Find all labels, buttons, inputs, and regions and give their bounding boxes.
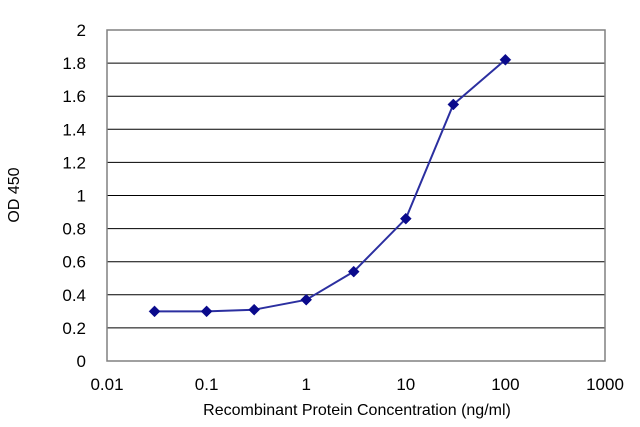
x-tick-label-3: 10	[396, 375, 415, 394]
x-tick-label-4: 100	[491, 375, 519, 394]
x-tick-label-5: 1000	[586, 375, 624, 394]
data-point-7	[499, 53, 512, 66]
series-line-0	[154, 59, 507, 313]
y-tick-label-8: 1.6	[62, 87, 86, 106]
y-tick-label-3: 0.6	[62, 253, 86, 272]
x-tick-label-0: 0.01	[90, 375, 123, 394]
x-tick-label-2: 1	[301, 375, 310, 394]
data-point-5	[399, 212, 412, 225]
data-point-1	[200, 305, 213, 318]
data-point-0	[148, 305, 161, 318]
data-point-2	[248, 303, 260, 316]
y-tick-label-10: 2	[77, 21, 86, 40]
y-tick-label-2: 0.4	[62, 286, 86, 305]
y-tick-label-4: 0.8	[62, 220, 86, 239]
data-point-3	[300, 293, 313, 306]
y-tick-label-9: 1.8	[62, 54, 86, 73]
y-tick-label-1: 0.2	[62, 319, 86, 338]
data-series	[148, 53, 512, 318]
y-tick-label-6: 1.2	[62, 153, 86, 172]
y-axis-title: OD 450	[6, 167, 23, 222]
x-axis-tick-labels: 0.01 0.1 1 10 100 1000	[90, 375, 623, 394]
y-tick-label-5: 1	[77, 187, 86, 206]
gridlines	[107, 62, 605, 329]
y-tick-label-7: 1.4	[62, 120, 86, 139]
data-point-4	[347, 265, 360, 278]
x-axis-title: Recombinant Protein Concentration (ng/ml…	[203, 402, 511, 419]
y-axis-tick-labels: 0 0.2 0.4 0.6 0.8 1 1.2 1.4 1.6 1.8 2	[62, 21, 86, 371]
y-tick-label-0: 0	[77, 352, 86, 371]
x-tick-label-1: 0.1	[195, 375, 219, 394]
data-point-6	[447, 98, 460, 111]
plot-area-border	[106, 29, 606, 362]
